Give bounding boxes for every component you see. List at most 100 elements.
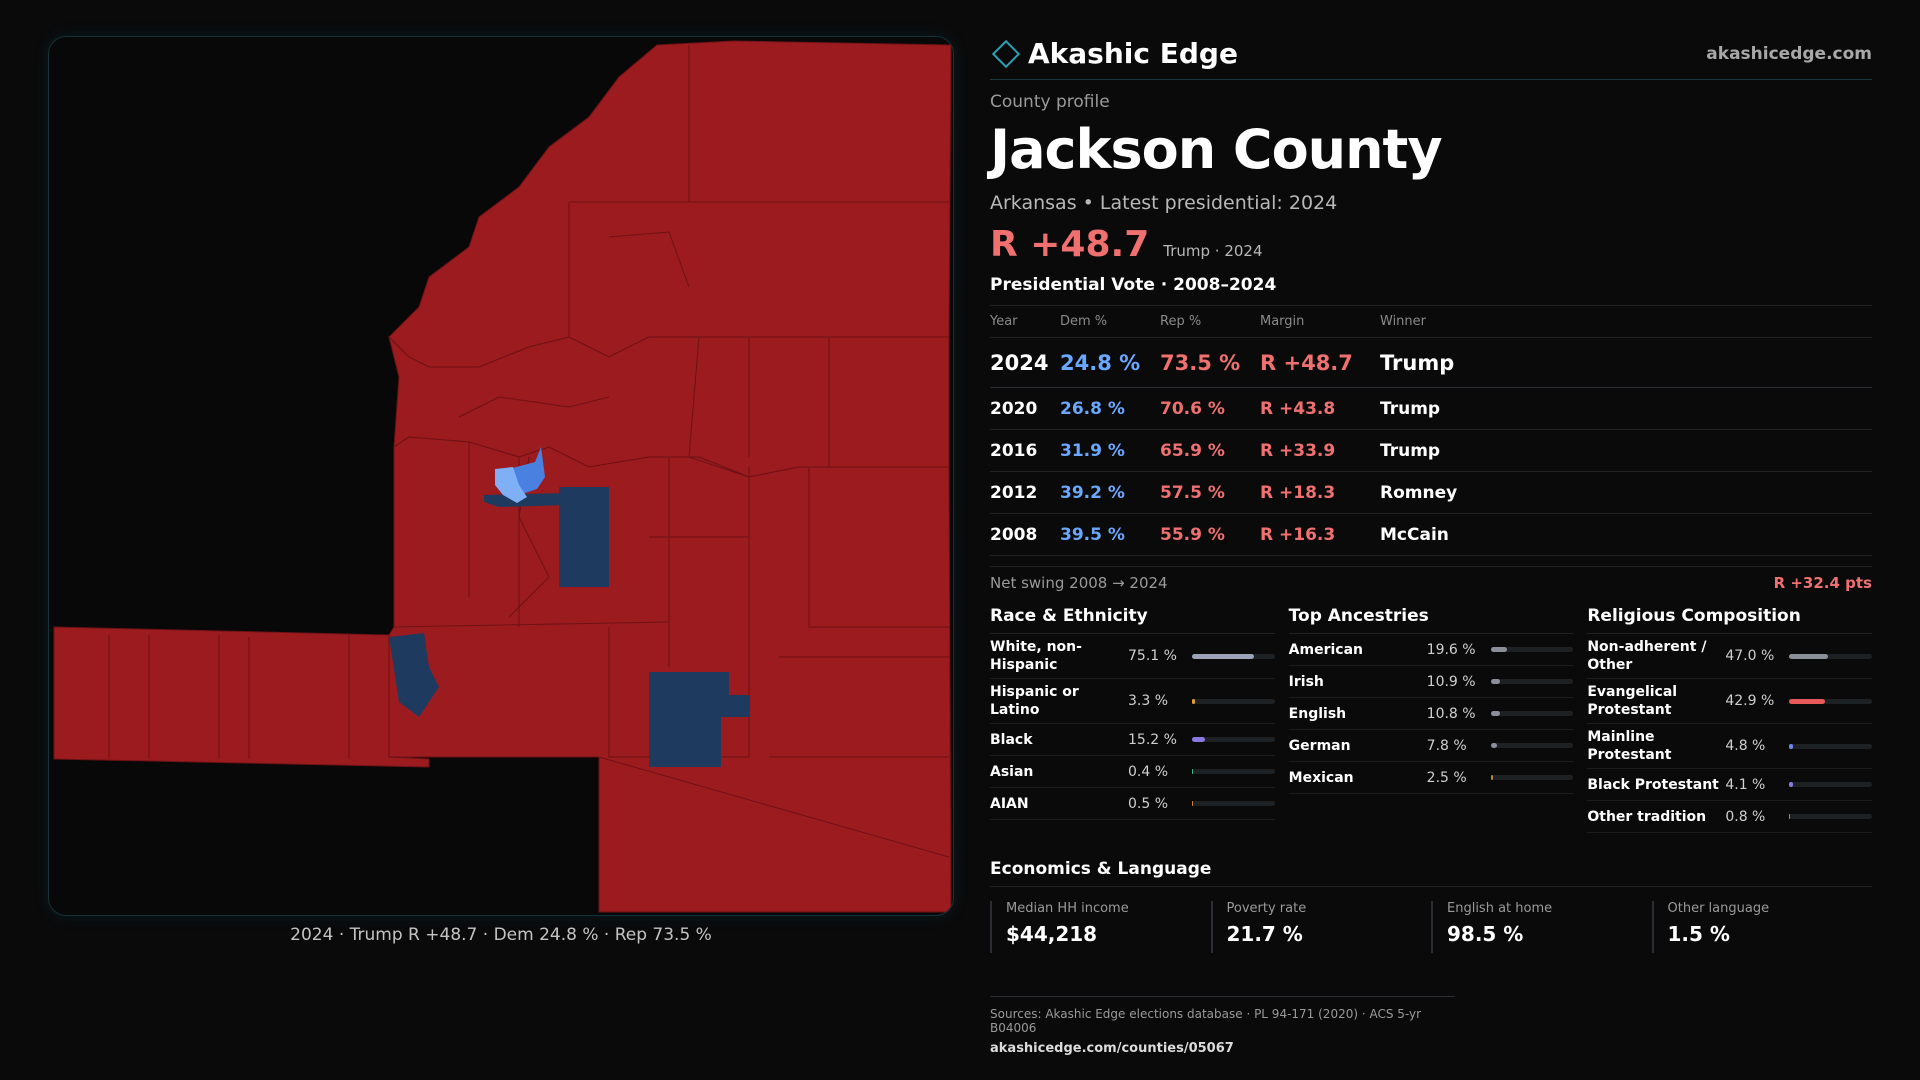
precinct-rep-north: [388, 40, 952, 368]
stat-bar-fill: [1192, 698, 1195, 704]
stat-bar-fill: [1192, 653, 1255, 659]
ancestries-title: Top Ancestries: [1288, 598, 1574, 634]
headline-margin: R +48.7 Trump · 2024: [990, 224, 1872, 265]
religion-title: Religious Composition: [1587, 598, 1873, 634]
vote-row: 2020 26.8 % 70.6 % R +43.8 Trump: [990, 388, 1872, 430]
net-swing-row: Net swing 2008 → 2024 R +32.4 pts: [990, 566, 1872, 594]
precinct-dem-dark-west: [389, 633, 439, 717]
stat-bar-fill: [1789, 698, 1825, 704]
stat-row: Black Protestant 4.1 %: [1587, 769, 1873, 801]
stat-value: 0.5 %: [1128, 795, 1169, 812]
stat-bar-fill: [1192, 769, 1193, 774]
stat-value: 10.9 %: [1426, 673, 1476, 690]
econ-value: $44,218: [1006, 922, 1098, 946]
stat-value: 4.1 %: [1725, 776, 1766, 793]
stat-bar: [1490, 647, 1574, 652]
brand-url-link[interactable]: akashicedge.com: [1706, 43, 1872, 64]
vote-dem: 31.9 %: [1060, 440, 1125, 461]
stat-label: Evangelical Protestant: [1587, 684, 1678, 718]
stat-label: Hispanic or Latino: [990, 684, 1079, 718]
vote-row: 2016 31.9 % 65.9 % R +33.9 Trump: [990, 430, 1872, 472]
stat-label: AIAN: [990, 795, 1029, 812]
stat-value: 7.8 %: [1426, 737, 1467, 754]
stat-row: Other tradition 0.8 %: [1587, 801, 1873, 833]
brand-header: Akashic Edge akashicedge.com: [990, 36, 1872, 80]
stat-bar: [1789, 743, 1873, 749]
vote-margin: R +43.8: [1260, 398, 1336, 419]
ancestries-section: Top Ancestries American 19.6 % Irish 10.9 %…: [1288, 598, 1574, 833]
stat-row: Mexican 2.5 %: [1288, 762, 1574, 794]
margin-note: Trump · 2024: [1163, 242, 1263, 260]
brand-name: Akashic Edge: [1028, 37, 1238, 70]
col-rep: Rep %: [1160, 314, 1202, 329]
sources-footer: Sources: Akashic Edge elections database…: [990, 996, 1455, 1056]
stat-bar: [1490, 743, 1574, 748]
stat-row: AIAN 0.5 %: [990, 788, 1275, 820]
precinct-rep-west-ext: [53, 626, 430, 768]
stat-label: Irish: [1288, 673, 1324, 690]
vote-rep: 55.9 %: [1160, 524, 1225, 545]
stat-value: 0.8 %: [1725, 808, 1766, 825]
county-subline: Arkansas • Latest presidential: 2024: [990, 192, 1338, 214]
stat-row: Asian 0.4 %: [990, 756, 1275, 788]
profile-eyebrow: County profile: [990, 92, 1110, 112]
vote-row: 2008 39.5 % 55.9 % R +16.3 McCain: [990, 514, 1872, 556]
stat-bar-fill: [1490, 743, 1498, 748]
precinct-dem-dark-city: [484, 493, 569, 507]
stat-label: Asian: [990, 763, 1034, 780]
stat-bar-fill: [1490, 711, 1500, 716]
stat-label: Mexican: [1288, 769, 1354, 786]
county-url-link[interactable]: akashicedge.com/counties/05067: [990, 1041, 1234, 1056]
stat-value: 3.3 %: [1128, 693, 1169, 709]
stat-bar: [1789, 782, 1873, 787]
vote-margin: R +33.9: [1260, 440, 1336, 461]
page-title: Jackson County: [990, 118, 1443, 181]
stat-value: 19.6 %: [1426, 641, 1476, 658]
vote-table-header: Year Dem % Rep % Margin Winner: [990, 306, 1872, 338]
precinct-dem-dark-east: [559, 487, 609, 587]
vote-rep: 70.6 %: [1160, 398, 1225, 419]
vote-winner: Trump: [1380, 440, 1441, 461]
stat-row: Mainline Protestant 4.8 %: [1587, 724, 1873, 769]
stat-bar-fill: [1789, 814, 1791, 819]
econ-stat: English at home 98.5 %: [1431, 901, 1652, 953]
stat-bar: [1192, 801, 1275, 806]
stat-bar: [1490, 711, 1574, 716]
vote-rep: 65.9 %: [1160, 440, 1225, 461]
precinct-dem-dark-south: [649, 672, 749, 767]
vote-year: 2016: [990, 440, 1038, 461]
stat-bar: [1789, 698, 1873, 704]
col-winner: Winner: [1380, 314, 1427, 329]
vote-winner: McCain: [1380, 524, 1449, 545]
stat-bar-fill: [1192, 737, 1205, 742]
stat-value: 0.4 %: [1128, 763, 1169, 780]
vote-winner: Romney: [1380, 482, 1458, 503]
stat-bar-fill: [1789, 743, 1794, 749]
stat-row: English 10.8 %: [1288, 698, 1574, 730]
stat-row: German 7.8 %: [1288, 730, 1574, 762]
stat-bar: [1192, 737, 1275, 742]
stat-bar-fill: [1490, 679, 1500, 684]
vote-margin: R +48.7: [1260, 350, 1353, 375]
sources-text: Sources: Akashic Edge elections database…: [990, 1007, 1422, 1035]
vote-row: 2012 39.2 % 57.5 % R +18.3 Romney: [990, 472, 1872, 514]
vote-margin: R +16.3: [1260, 524, 1336, 545]
precinct-map-svg: [53, 40, 952, 913]
stat-label: Black: [990, 731, 1033, 748]
stat-row: American 19.6 %: [1288, 634, 1574, 666]
econ-label: English at home: [1447, 901, 1553, 916]
economics-row: Median HH income $44,218 Poverty rate 21…: [990, 901, 1872, 953]
stat-row: Irish 10.9 %: [1288, 666, 1574, 698]
stat-bar-fill: [1192, 801, 1193, 806]
vote-dem: 39.2 %: [1060, 482, 1125, 503]
county-profile-panel: Akashic Edge akashicedge.com County prof…: [990, 36, 1873, 953]
stat-row: Hispanic or Latino 3.3 %: [990, 679, 1275, 724]
stat-bar: [1490, 775, 1574, 780]
economics-title: Economics & Language: [990, 851, 1872, 887]
econ-label: Median HH income: [1006, 901, 1129, 916]
stat-value: 47.0 %: [1725, 648, 1775, 664]
vote-margin: R +18.3: [1260, 482, 1336, 503]
vote-row: 2024 24.8 % 73.5 % R +48.7 Trump: [990, 338, 1872, 388]
county-map[interactable]: [48, 36, 954, 916]
stat-value: 2.5 %: [1426, 769, 1467, 786]
